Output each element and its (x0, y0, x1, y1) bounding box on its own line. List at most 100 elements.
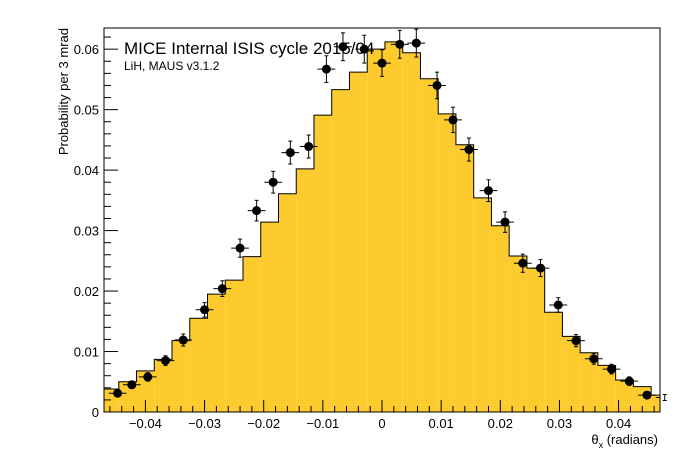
x-tick-label: −0.02 (247, 416, 280, 431)
data-marker (338, 42, 348, 52)
data-point (334, 32, 352, 62)
data-marker (143, 372, 153, 382)
data-point (496, 211, 514, 233)
histogram-bin (189, 318, 208, 412)
histogram-bin (509, 255, 527, 412)
x-tick-label: 0.04 (606, 416, 631, 431)
histogram-bin (118, 381, 137, 412)
histogram-bin (154, 359, 173, 412)
histogram-bin (243, 256, 261, 412)
data-marker (411, 38, 421, 48)
x-axis-label: θx (radians) (591, 432, 658, 450)
data-marker (252, 206, 262, 216)
data-marker (448, 115, 458, 125)
data-marker (268, 177, 278, 187)
chart-title: MICE Internal ISIS cycle 2015/04 (124, 39, 374, 58)
y-tick-label: 0.03 (74, 224, 99, 239)
x-tick-label: 0.02 (488, 416, 513, 431)
data-marker (571, 336, 581, 346)
y-tick-label: 0 (92, 405, 99, 420)
histogram-bin (580, 352, 598, 412)
histogram-bin (384, 41, 403, 412)
histogram-bin (597, 365, 616, 412)
data-point (407, 28, 426, 58)
data-marker (589, 354, 599, 364)
data-point (620, 376, 639, 386)
data-point (264, 170, 283, 194)
histogram-bin (349, 72, 368, 412)
histogram-bin (331, 89, 350, 413)
data-points (108, 28, 667, 402)
data-point (195, 302, 214, 318)
y-tick-label: 0.04 (74, 163, 99, 178)
data-marker (377, 58, 387, 68)
data-marker (624, 376, 634, 386)
histogram-bin (526, 268, 545, 412)
histogram-bin (615, 379, 634, 412)
data-marker (304, 142, 314, 152)
data-marker (483, 186, 493, 196)
x-axis: −0.04 −0.03 −0.02 −0.01 0 0.01 0.02 0.03 0.04 (109, 400, 655, 431)
data-marker (235, 243, 245, 253)
histogram-bin (438, 113, 456, 413)
data-marker (606, 364, 616, 374)
data-point (373, 49, 391, 77)
data-point (531, 259, 550, 278)
data-point (638, 390, 656, 400)
data-point (281, 140, 300, 165)
x-tick-label: 0.01 (428, 416, 453, 431)
data-point (567, 334, 585, 348)
histogram-bin (278, 193, 297, 412)
histogram-bin (544, 312, 563, 412)
data-marker (359, 44, 369, 54)
data-marker (113, 388, 123, 398)
data-point (355, 34, 374, 64)
x-axis-label-symbol: θ (591, 432, 598, 447)
data-point (213, 280, 232, 297)
histogram-bin (367, 49, 385, 413)
data-point (247, 199, 266, 222)
data-point (513, 253, 532, 273)
histogram-bin (420, 78, 439, 413)
data-point (174, 333, 193, 347)
data-marker (464, 145, 474, 155)
data-marker (217, 284, 227, 294)
x-tick-label: −0.01 (306, 416, 339, 431)
data-point (460, 137, 478, 162)
x-tick-label: 0 (378, 416, 385, 431)
x-tick-label: 0.03 (547, 416, 572, 431)
data-marker (536, 263, 546, 273)
histogram-bin (402, 52, 421, 412)
x-axis-label-subscript: x (599, 440, 604, 450)
x-tick-label: −0.03 (188, 416, 221, 431)
data-marker (432, 80, 442, 90)
histogram-bin (296, 168, 314, 412)
y-tick-label: 0.06 (74, 42, 99, 57)
histogram-bin (313, 115, 332, 412)
data-point (108, 388, 127, 398)
data-marker (178, 335, 188, 345)
data-marker (395, 39, 405, 49)
data-marker (285, 148, 295, 158)
histogram-bin (136, 370, 155, 412)
data-marker (161, 356, 171, 366)
data-marker (500, 217, 510, 227)
histogram-bin (172, 340, 190, 412)
histogram-bin (225, 280, 243, 412)
histogram-bin (260, 222, 279, 412)
data-point (584, 352, 603, 365)
x-tick-label: −0.04 (129, 416, 162, 431)
data-marker (127, 380, 137, 390)
y-axis-label: Probability per 3 mrad (56, 28, 71, 155)
data-point (122, 380, 141, 390)
y-axis: 0 0.01 0.02 0.03 0.04 0.05 0.06 (74, 36, 118, 420)
y-tick-label: 0.05 (74, 103, 99, 118)
data-point (655, 393, 667, 402)
data-point (156, 355, 175, 366)
data-point (390, 29, 409, 59)
data-point (138, 372, 157, 382)
data-marker (321, 64, 331, 74)
data-marker (518, 258, 528, 268)
histogram (103, 41, 661, 413)
x-axis-label-unit: (radians) (603, 432, 658, 447)
